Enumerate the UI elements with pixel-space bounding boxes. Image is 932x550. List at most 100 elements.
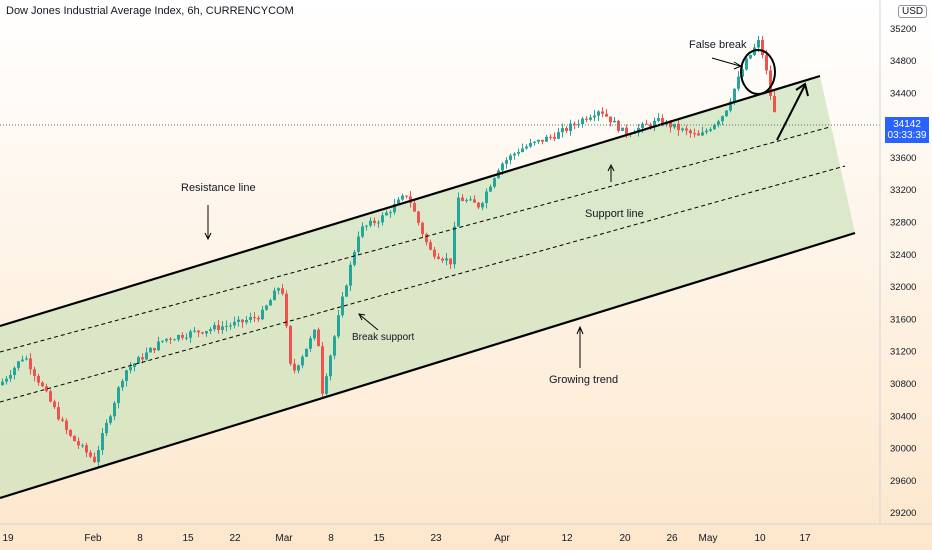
candle <box>445 252 448 266</box>
candle-body <box>181 334 184 338</box>
candle-body <box>157 341 160 351</box>
candle <box>233 316 236 329</box>
candle <box>553 132 556 142</box>
candle <box>645 119 648 125</box>
candle-body <box>553 136 556 139</box>
currency-button[interactable]: USD <box>898 5 928 18</box>
y-tick-label: 34400 <box>890 88 916 99</box>
candle <box>773 90 776 113</box>
candle <box>13 366 16 380</box>
candle-body <box>321 346 324 394</box>
candle <box>89 450 92 459</box>
candle-body <box>717 121 720 125</box>
candle-body <box>213 325 216 330</box>
candle <box>453 221 456 269</box>
candle <box>53 399 56 410</box>
last-price-value: 34142 <box>893 119 921 130</box>
candle <box>605 109 608 118</box>
x-tick-label: 15 <box>373 533 385 544</box>
candle-body <box>241 319 244 323</box>
candle <box>289 325 292 366</box>
candle <box>221 321 224 334</box>
candle-body <box>277 288 280 291</box>
candle <box>93 452 96 463</box>
candle-body <box>345 285 348 297</box>
candle-body <box>33 369 36 376</box>
candle-body <box>285 293 288 327</box>
candle-body <box>617 120 620 131</box>
x-tick-label: 12 <box>561 533 573 544</box>
candle-body <box>337 315 340 337</box>
candle-body <box>745 58 748 70</box>
candle <box>449 258 452 270</box>
candle-body <box>673 123 676 128</box>
candle-body <box>761 39 764 56</box>
candle-body <box>681 128 684 131</box>
candle <box>373 217 376 227</box>
break-support-arrow-head <box>358 313 366 321</box>
candle-body <box>473 199 476 203</box>
candle <box>97 445 100 467</box>
candle <box>737 71 740 92</box>
candle <box>157 336 160 352</box>
candle <box>673 123 676 130</box>
candle-body <box>589 117 592 120</box>
candle-body <box>69 429 72 436</box>
candle <box>577 119 580 128</box>
candle <box>541 139 544 145</box>
candle-body <box>301 356 304 366</box>
candle-body <box>173 339 176 341</box>
candle-body <box>765 55 768 71</box>
candle-body <box>349 264 352 286</box>
candle <box>49 389 52 403</box>
candle-body <box>545 136 548 142</box>
candle <box>745 55 748 71</box>
candle-body <box>129 366 132 371</box>
candle <box>549 134 552 140</box>
x-tick-label: May <box>699 533 718 544</box>
candle <box>117 385 120 409</box>
x-tick-label: 8 <box>137 533 143 544</box>
resistance-line-label: Resistance line <box>181 182 256 194</box>
candle-body <box>441 258 444 261</box>
candle-body <box>113 403 116 417</box>
candle <box>749 54 752 60</box>
candle <box>281 284 284 296</box>
candle-body <box>709 129 712 131</box>
candle <box>241 319 244 328</box>
candle-body <box>413 202 416 212</box>
false-break-arrow <box>711 57 741 67</box>
candle-body <box>625 127 628 135</box>
candle <box>401 193 404 201</box>
candle-body <box>605 113 608 117</box>
candle-body <box>29 358 32 370</box>
candle <box>253 312 256 322</box>
candle-body <box>361 226 364 237</box>
candle <box>513 152 516 160</box>
candle <box>225 320 228 332</box>
candle <box>517 148 520 157</box>
candle-body <box>101 433 104 451</box>
candle-body <box>645 123 648 125</box>
candle-body <box>333 336 336 356</box>
candle <box>457 192 460 227</box>
candle-body <box>697 133 700 136</box>
candle <box>693 128 696 138</box>
candle-body <box>501 163 504 171</box>
candle <box>57 401 60 421</box>
candle <box>389 210 392 218</box>
candle <box>613 117 616 123</box>
candle <box>305 348 308 358</box>
candle-body <box>529 142 532 147</box>
candle-body <box>325 376 328 394</box>
candle-body <box>45 386 48 392</box>
candle-body <box>209 329 212 332</box>
candle-body <box>485 191 488 204</box>
candle-body <box>221 326 224 330</box>
candle <box>61 416 64 422</box>
candle-body <box>685 128 688 131</box>
x-tick-label: Feb <box>84 533 102 544</box>
x-tick-label: 8 <box>328 533 334 544</box>
candle <box>185 333 188 341</box>
false-break-circle <box>740 49 776 95</box>
